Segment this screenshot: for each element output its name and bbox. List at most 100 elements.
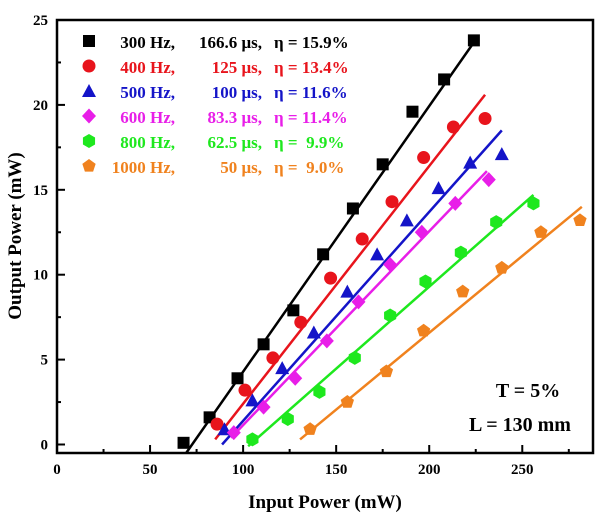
data-point-300-hz <box>376 158 389 171</box>
x-tick-label: 250 <box>511 462 534 478</box>
data-point-600-hz <box>481 172 496 188</box>
x-tick-label: 100 <box>232 462 255 478</box>
legend-marker-500-hz <box>82 84 96 97</box>
data-point-600-hz <box>288 370 303 386</box>
data-point-300-hz <box>231 372 244 385</box>
data-point-800-hz <box>490 215 503 230</box>
data-point-300-hz <box>406 105 419 118</box>
data-point-400-hz <box>294 315 308 329</box>
data-point-1000-hz <box>416 323 431 337</box>
legend-marker-800-hz <box>82 134 96 148</box>
y-axis-title: Output Power (mW) <box>5 152 26 319</box>
y-tick-label: 5 <box>41 353 49 369</box>
data-point-300-hz <box>438 73 451 86</box>
x-tick-label: 0 <box>53 462 61 478</box>
legend-marker-600-hz <box>82 108 96 124</box>
y-tick-labels: 0 5 10 15 20 25 <box>33 13 48 454</box>
legend-marker-400-hz <box>82 59 96 73</box>
data-point-600-hz <box>319 333 334 349</box>
data-points <box>177 34 587 449</box>
data-point-400-hz <box>266 351 280 365</box>
x-tick-label: 150 <box>325 462 348 478</box>
data-point-800-hz <box>281 412 294 427</box>
data-point-800-hz <box>313 384 326 399</box>
data-point-400-hz <box>446 120 460 134</box>
legend-eta-800-hz: η = 9.9% <box>274 133 344 152</box>
legend-eta-600-hz: η = 11.4% <box>274 108 348 127</box>
data-point-1000-hz <box>534 225 548 238</box>
legend-eta-400-hz: η = 13.4% <box>274 58 349 77</box>
legend-freq-1000-hz: 1000 Hz, <box>112 158 175 177</box>
data-point-800-hz <box>419 274 432 289</box>
data-point-500-hz <box>494 147 509 161</box>
data-point-1000-hz <box>573 213 587 227</box>
data-point-600-hz <box>383 257 398 273</box>
data-point-300-hz <box>346 202 359 215</box>
data-point-400-hz <box>324 271 338 285</box>
data-point-500-hz <box>306 325 321 339</box>
annotation-transmission: T = 5% <box>496 380 560 402</box>
y-tick-label: 0 <box>41 438 49 454</box>
x-tick-labels: 0 50 100 150 200 250 <box>53 462 533 478</box>
data-point-800-hz <box>527 196 540 211</box>
data-point-1000-hz <box>456 284 470 298</box>
data-point-1000-hz <box>340 395 354 408</box>
data-point-1000-hz <box>495 260 509 274</box>
legend-freq-400-hz: 400 Hz, <box>120 58 175 77</box>
y-tick-label: 25 <box>33 13 48 29</box>
data-point-400-hz <box>210 417 224 431</box>
data-point-400-hz <box>385 195 399 209</box>
data-point-500-hz <box>245 393 260 407</box>
legend-freq-500-hz: 500 Hz, <box>120 83 175 102</box>
legend-eta-500-hz: η = 11.6% <box>274 83 348 102</box>
plot-frame <box>55 18 595 455</box>
data-point-500-hz <box>275 361 290 375</box>
y-tick-label: 15 <box>33 183 48 199</box>
data-point-800-hz <box>454 245 467 260</box>
data-point-1000-hz <box>379 364 394 378</box>
data-point-300-hz <box>317 248 330 261</box>
data-point-400-hz <box>478 111 492 125</box>
legend-marker-300-hz <box>83 35 95 47</box>
data-point-800-hz <box>384 308 397 323</box>
legend-freq-600-hz: 600 Hz, <box>120 108 175 127</box>
data-point-500-hz <box>463 155 478 169</box>
y-tick-label: 20 <box>33 98 48 114</box>
x-tick-label: 200 <box>418 462 441 478</box>
legend: 300 Hz, 166.6 μs, η = 15.9% 400 Hz, 125 μs, η… <box>82 33 349 177</box>
data-point-600-hz <box>256 399 271 415</box>
legend-freq-300-hz: 300 Hz, <box>120 33 175 52</box>
data-point-500-hz <box>399 213 414 227</box>
data-point-600-hz <box>414 224 429 240</box>
legend-eta-1000-hz: η = 9.0% <box>274 158 344 177</box>
legend-pulse-1000-hz: 50 μs, <box>220 158 262 177</box>
legend-eta-300-hz: η = 15.9% <box>274 33 349 52</box>
fit-line-500-hz <box>221 129 503 446</box>
legend-pulse-300-hz: 166.6 μs, <box>199 33 262 52</box>
data-point-300-hz <box>257 338 270 351</box>
annotation-length: L = 130 mm <box>469 414 571 436</box>
axis-ticks <box>56 19 570 453</box>
data-point-800-hz <box>348 350 361 365</box>
data-point-600-hz <box>448 195 463 211</box>
legend-pulse-400-hz: 125 μs, <box>212 58 262 77</box>
legend-pulse-500-hz: 100 μs, <box>212 83 262 102</box>
x-axis-title: Input Power (mW) <box>248 492 402 513</box>
x-tick-label: 50 <box>143 462 158 478</box>
data-point-500-hz <box>340 284 355 298</box>
data-point-400-hz <box>355 232 369 246</box>
data-point-500-hz <box>370 247 385 261</box>
data-point-800-hz <box>246 432 259 447</box>
data-point-600-hz <box>351 294 366 310</box>
legend-pulse-600-hz: 83.3 μs, <box>207 108 262 127</box>
legend-pulse-800-hz: 62.5 μs, <box>207 133 262 152</box>
data-point-300-hz <box>177 436 190 449</box>
data-point-400-hz <box>417 151 431 165</box>
data-point-500-hz <box>431 181 446 195</box>
legend-marker-1000-hz <box>82 159 96 172</box>
data-point-300-hz <box>467 34 480 47</box>
data-point-400-hz <box>238 383 252 397</box>
data-point-300-hz <box>287 304 300 317</box>
data-point-600-hz <box>226 425 241 441</box>
